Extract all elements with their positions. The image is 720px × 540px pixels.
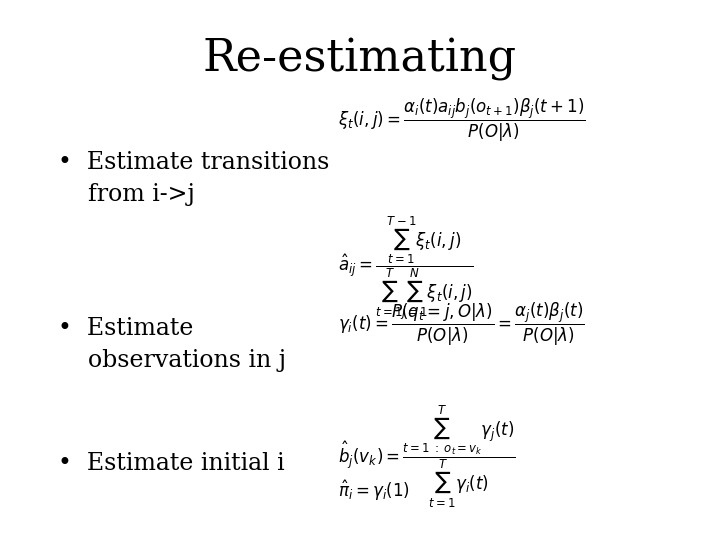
Text: •  Estimate transitions
    from i->j: • Estimate transitions from i->j	[58, 151, 329, 206]
Text: $\hat{\pi}_i = \gamma_i(1)$: $\hat{\pi}_i = \gamma_i(1)$	[338, 478, 410, 503]
Text: •  Estimate
    observations in j: • Estimate observations in j	[58, 318, 286, 372]
Text: $\gamma_i(t) = \dfrac{P(q_t=j,O|\lambda)}{P(O|\lambda)} = \dfrac{\alpha_j(t)\bet: $\gamma_i(t) = \dfrac{P(q_t=j,O|\lambda)…	[338, 301, 585, 348]
Text: Re-estimating: Re-estimating	[203, 38, 517, 81]
Text: $\xi_t(i,j) = \dfrac{\alpha_i(t)a_{ij}b_j(o_{t+1})\beta_j(t+1)}{P(O|\lambda)}$: $\xi_t(i,j) = \dfrac{\alpha_i(t)a_{ij}b_…	[338, 97, 586, 144]
Text: $\hat{b}_j(v_k) = \dfrac{\sum_{t=1\;:\;o_t=v_k}^{T}\gamma_j(t)}{\sum_{t=1}^{T}\g: $\hat{b}_j(v_k) = \dfrac{\sum_{t=1\;:\;o…	[338, 403, 516, 510]
Text: •  Estimate initial i: • Estimate initial i	[58, 451, 284, 475]
Text: $\hat{a}_{ij} = \dfrac{\sum_{t=1}^{T-1}\xi_t(i,j)}{\sum_{t=1}^{T}\sum_{j=1}^{N}\: $\hat{a}_{ij} = \dfrac{\sum_{t=1}^{T-1}\…	[338, 215, 474, 323]
